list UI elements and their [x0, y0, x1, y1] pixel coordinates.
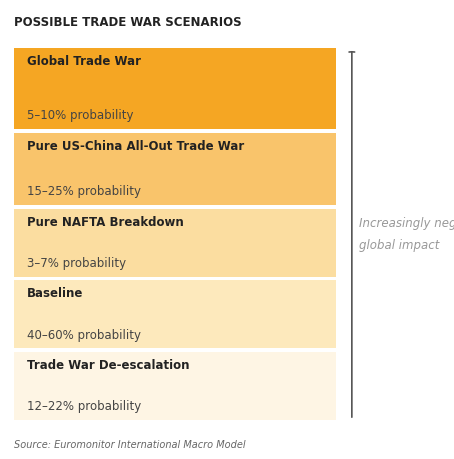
Text: Trade War De-escalation: Trade War De-escalation	[27, 359, 190, 372]
Text: 3–7% probability: 3–7% probability	[27, 257, 126, 270]
Text: Increasingly negative: Increasingly negative	[359, 217, 454, 230]
Text: global impact: global impact	[359, 239, 439, 252]
Text: Source: Euromonitor International Macro Model: Source: Euromonitor International Macro …	[14, 440, 245, 450]
Bar	[14, 352, 336, 420]
Bar	[14, 280, 336, 348]
Text: 15–25% probability: 15–25% probability	[27, 185, 141, 198]
Text: Baseline: Baseline	[27, 287, 84, 300]
Bar	[14, 48, 336, 129]
Text: 40–60% probability: 40–60% probability	[27, 329, 141, 341]
Bar	[14, 133, 336, 205]
Text: 12–22% probability: 12–22% probability	[27, 400, 142, 413]
Text: POSSIBLE TRADE WAR SCENARIOS: POSSIBLE TRADE WAR SCENARIOS	[14, 16, 241, 29]
Text: Global Trade War: Global Trade War	[27, 55, 141, 68]
Text: 5–10% probability: 5–10% probability	[27, 109, 134, 123]
Text: Pure NAFTA Breakdown: Pure NAFTA Breakdown	[27, 216, 184, 229]
Text: Pure US-China All-Out Trade War: Pure US-China All-Out Trade War	[27, 140, 245, 153]
Bar	[14, 209, 336, 277]
